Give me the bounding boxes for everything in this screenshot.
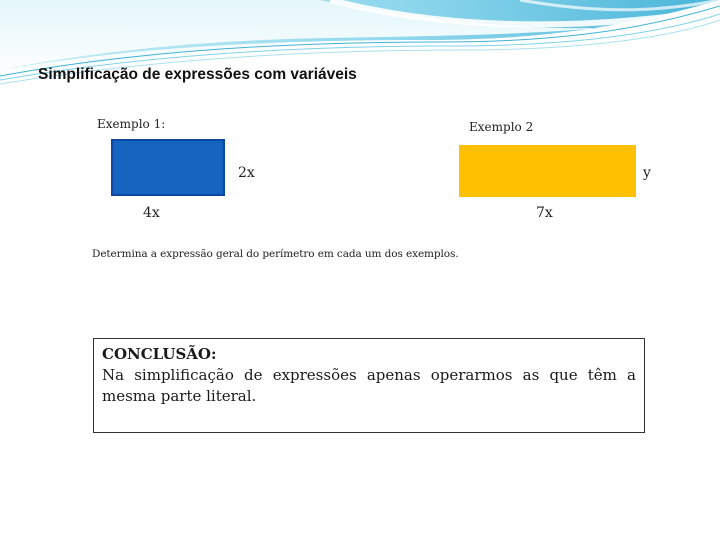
header-wave-decoration [0,0,720,85]
example-2-label: Exemplo 2 [469,120,534,134]
example-2-width-label: 7x [536,205,553,221]
example-2-height-label: y [643,165,651,181]
example-2-rectangle [459,145,636,197]
conclusion-box: CONCLUSÃO: Na simplificação de expressõe… [93,338,645,433]
example-1-label: Exemplo 1: [97,117,166,131]
instruction-text: Determina a expressão geral do perímetro… [92,248,459,260]
slide-title: Simplificação de expressões com variávei… [38,66,357,83]
example-1-rectangle [111,139,225,196]
example-1-width-label: 4x [143,205,160,221]
example-1-height-label: 2x [238,165,255,181]
conclusion-heading: CONCLUSÃO: [102,345,217,363]
conclusion-text: Na simplificação de expressões apenas op… [102,366,636,405]
